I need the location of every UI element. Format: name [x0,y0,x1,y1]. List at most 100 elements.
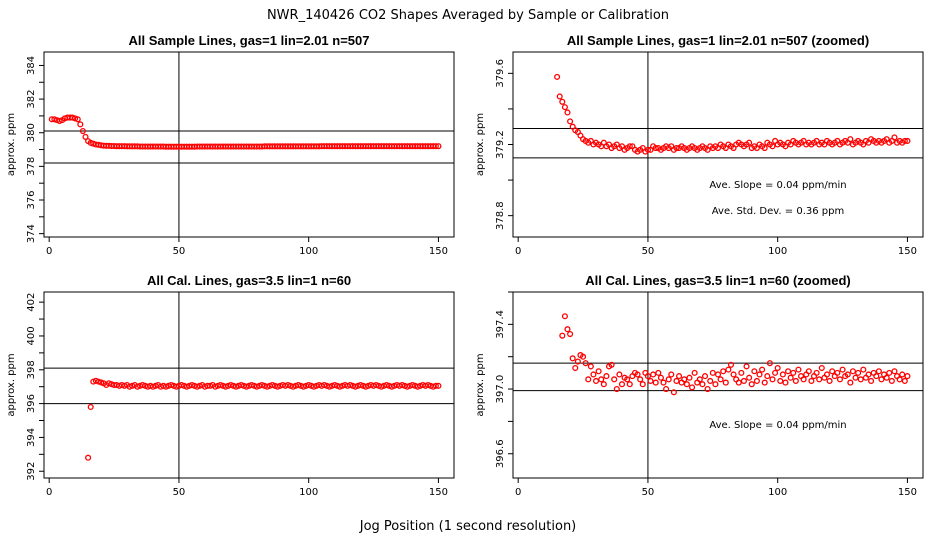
x-tick-label: 100 [299,487,318,498]
data-point [839,366,846,373]
data-point [847,379,854,386]
data-point [891,368,898,375]
x-tick-label: 100 [299,246,318,257]
data-point [769,143,776,150]
data-point [774,364,781,372]
data-point [714,371,722,378]
data-point [590,371,597,378]
data-point [888,377,895,385]
data-point [857,376,864,383]
y-tick-label: 376 [26,190,37,209]
y-tick-label: 378.8 [495,201,506,230]
data-point [634,371,641,378]
x-tick-label: 150 [898,246,917,257]
data-point [681,376,688,383]
stat-annotation: Ave. Slope = 0.04 ppm/min [709,180,846,191]
data-point [727,361,735,368]
data-point [592,377,600,385]
data-point [746,374,753,381]
y-tick-label: 396.6 [495,439,506,468]
data-point [891,134,898,141]
x-axis-label: Jog Position (1 second resolution) [359,519,577,534]
x-tick-label: 50 [642,487,655,498]
data-point [564,109,571,116]
data-point [574,358,581,365]
y-tick-label: 374 [26,224,37,243]
data-point [709,369,716,376]
x-tick-label: 0 [515,246,521,257]
data-point [598,376,605,383]
y-tick-label: 379.2 [495,130,506,159]
data-point [860,366,867,373]
data-point [730,371,737,378]
data-point [696,376,703,383]
data-point [585,376,592,383]
data-point [624,376,631,383]
data-point [855,369,862,376]
data-point [873,373,880,380]
data-point [668,371,675,378]
data-point [559,332,566,339]
data-point [691,369,698,376]
data-point [587,363,594,370]
data-point [663,385,670,393]
data-point [785,368,792,375]
y-tick-label: 392 [26,462,37,481]
data-point [800,376,807,383]
data-point [901,137,908,144]
data-point [868,377,875,385]
plot-frame [43,51,455,238]
data-point [852,374,859,381]
x-tick-label: 150 [429,246,448,257]
data-point [836,376,844,383]
data-point [603,373,610,380]
data-point [608,361,615,368]
data-point [746,139,753,146]
data-point [673,145,680,152]
data-point [766,360,773,367]
data-point [616,371,623,378]
data-point [704,385,711,393]
data-point [759,366,766,373]
data-point [829,368,836,375]
data-point [743,363,750,370]
data-point [652,379,659,386]
data-point [878,376,885,383]
data-point [567,331,574,338]
data-point [735,379,742,386]
data-point [670,389,677,396]
data-point [756,371,763,378]
data-point [652,145,659,152]
data-point [787,374,794,381]
y-tick-label: 382 [26,90,37,109]
data-point [611,376,618,383]
data-point [769,376,776,383]
data-point [761,379,768,386]
panel-title: All Cal. Lines, gas=3.5 lin=1 n=60 [147,273,351,288]
data-point [779,371,786,378]
data-point [826,377,833,385]
main-title: NWR_140426 CO2 Shapes Averaged by Sample… [267,8,669,23]
x-tick-label: 50 [173,487,186,498]
data-point [792,377,799,385]
data-point [559,98,566,105]
data-point [761,145,768,152]
y-tick-label: 378 [26,157,37,176]
data-point [834,369,841,376]
data-point [849,368,856,375]
data-point [738,369,745,376]
data-point [572,364,579,372]
data-point [657,374,664,381]
plot-frame [512,291,924,479]
y-axis-label: approx. ppm [6,353,17,416]
data-point [777,377,784,385]
x-tick-label: 0 [46,487,52,498]
data-point [886,369,893,376]
y-tick-label: 394 [26,428,37,447]
data-point [865,371,872,378]
data-point [626,381,633,388]
data-point [600,381,607,388]
data-point [655,369,662,376]
data-point [751,368,758,375]
